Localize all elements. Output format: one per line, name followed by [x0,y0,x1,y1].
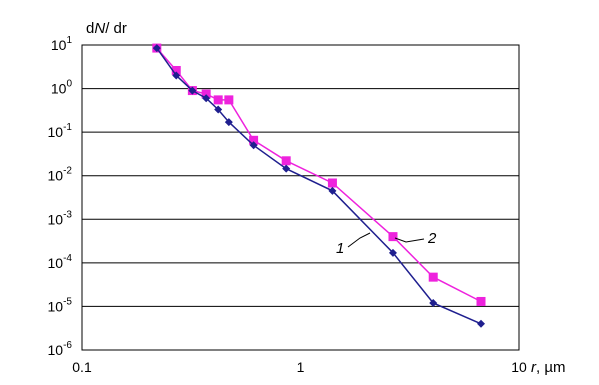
series-2 [152,43,486,306]
series-1-point [328,186,337,195]
series-1-line [156,47,482,325]
y-tick-label: 100 [51,79,73,97]
y-tick-label: 10-1 [48,122,73,140]
series-2-point [249,135,259,145]
series-2-point [476,296,486,306]
series-2-point [201,89,211,99]
y-tick-label: 10-4 [48,253,73,271]
series-1-point [429,298,438,307]
x-axis-tick-labels: 0.1 1 10 [72,359,527,375]
series-2-point [428,272,438,282]
series-1-point [152,44,161,53]
series-2-label: 2 [427,230,437,247]
series-1-point [214,105,223,114]
x-axis-label: r, µm [531,359,565,376]
y-tick-label: 10-5 [48,296,73,314]
plot-area [81,44,520,351]
series-2-leader-line [394,237,425,243]
series-2-line [156,47,482,303]
series-2-point [213,95,223,105]
series-1-point [388,248,397,257]
y-tick-label: 10-3 [48,209,73,227]
series-1-point [224,118,233,127]
y-tick-label: 10-6 [48,340,73,358]
series-2-point [224,95,234,105]
series-2-point [388,232,398,242]
series-1 [152,44,485,328]
y-tick-label: 101 [51,35,73,53]
x-tick-label: 1 [297,359,305,375]
series-1-point [282,164,291,173]
series-1-leader-line [347,232,371,248]
series-2-point [171,65,181,75]
series-1-point [202,94,211,103]
y-axis-label: dN/ dr [86,20,127,37]
series-1-point [476,319,485,328]
series-1-label: 1 [336,240,344,257]
y-axis-tick-labels: 101 100 10-1 10-2 10-3 10-4 10-5 10-6 [48,35,73,358]
x-tick-label: 10 [511,359,527,375]
series-1-point [172,71,181,80]
series-2-point [281,156,291,166]
y-tick-label: 10-2 [48,166,73,184]
data-series [152,43,486,328]
grid-lines [82,44,519,351]
x-tick-label: 0.1 [72,359,92,375]
series-1-point [249,141,258,150]
series-2-point [327,178,337,188]
series-1-point [188,86,197,95]
